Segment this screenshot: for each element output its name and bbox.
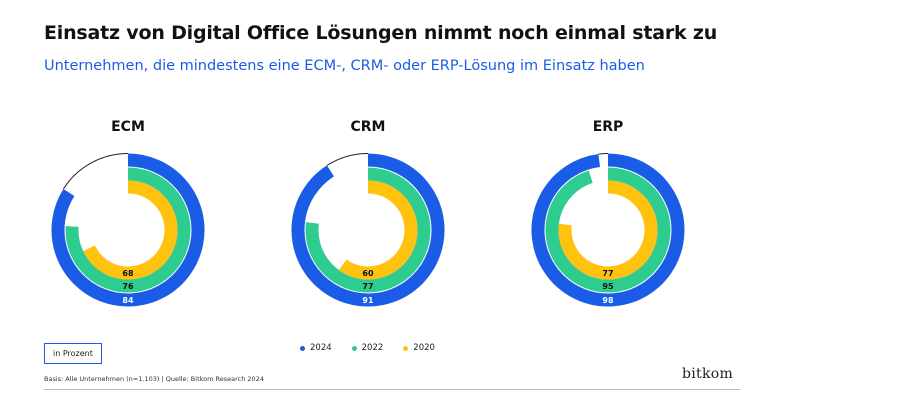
legend: 2024 2022 2020 [300,343,435,353]
crm-value-2022: 77 [362,282,373,291]
ecm-value-2020: 68 [122,269,134,278]
ecm-value-2024: 84 [122,296,134,305]
erp-arc-2024 [531,153,685,307]
erp-arc-2022 [545,167,671,293]
erp-chart-label: ERP [593,119,624,135]
source-note: Basis: Alle Unternehmen (n=1.103) | Quel… [44,375,264,383]
unit-label: in Prozent [44,343,102,364]
legend-swatch-2020 [403,345,409,351]
chart-title: Einsatz von Digital Office Lösungen nimm… [44,22,718,44]
bitkom-logo: bitkom [682,366,734,382]
crm-arc-2024 [291,153,445,307]
ecm-ring-guide [62,153,129,190]
ecm-value-2022: 76 [122,282,134,291]
ecm-arc-2020 [83,180,178,280]
erp-arc-2020 [558,180,658,280]
ecm-chart-label: ECM [111,119,145,135]
crm-arc-2022 [305,167,431,293]
crm-value-2020: 60 [362,269,374,278]
legend-item-2022: 2022 [351,343,384,353]
erp-value-2022: 95 [602,282,614,291]
crm-value-2024: 91 [362,296,374,305]
footer-divider [44,389,740,390]
radial-charts: ECM 84 76 68 CRM 91 77 60 ERP 98 95 77 [51,119,685,307]
legend-swatch-2024 [300,345,305,351]
legend-item-2024: 2024 [300,343,332,353]
legend-label-2024: 2024 [310,343,332,353]
ecm-arc-2022 [65,167,191,293]
ecm-arc-2024 [51,153,205,307]
legend-swatch-2022 [351,345,357,351]
crm-arc-2020 [338,180,418,280]
erp-ring-guide [598,152,609,155]
chart-subtitle: Unternehmen, die mindestens eine ECM-, C… [44,58,645,74]
crm-chart-label: CRM [351,119,386,135]
legend-label-2020: 2020 [413,343,435,353]
erp-value-2024: 98 [602,296,614,305]
erp-value-2020: 77 [602,269,613,278]
legend-item-2020: 2020 [403,343,435,353]
crm-ring-guide [326,153,369,166]
legend-label-2022: 2022 [361,343,384,353]
